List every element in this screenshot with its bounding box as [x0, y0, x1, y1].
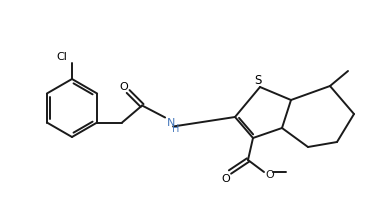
Text: Cl: Cl	[57, 52, 67, 62]
Text: O: O	[222, 174, 231, 184]
Text: O: O	[266, 170, 274, 180]
Text: O: O	[120, 82, 128, 92]
Text: S: S	[254, 74, 262, 88]
Text: N: N	[167, 119, 175, 129]
Text: H: H	[172, 124, 180, 134]
